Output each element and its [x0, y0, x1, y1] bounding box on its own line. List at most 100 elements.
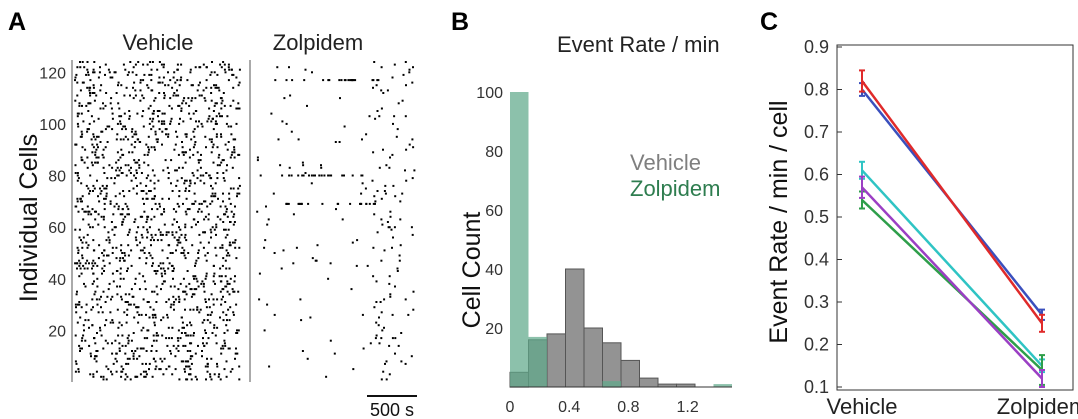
raster-event-vehicle: [190, 84, 193, 87]
raster-event-vehicle: [171, 223, 174, 226]
raster-event-zolpidem: [394, 352, 396, 355]
raster-event-vehicle: [92, 375, 95, 378]
raster-event-vehicle: [222, 221, 225, 223]
raster-event-vehicle: [210, 151, 213, 154]
raster-event-vehicle: [213, 228, 216, 231]
raster-event-vehicle: [123, 112, 126, 115]
raster-event-vehicle: [79, 347, 82, 350]
raster-event-vehicle: [193, 277, 195, 280]
raster-event-zolpidem: [321, 202, 324, 205]
raster-event-vehicle: [185, 239, 188, 242]
raster-event-vehicle: [189, 288, 192, 291]
raster-event-vehicle: [215, 115, 218, 118]
raster-event-vehicle: [201, 280, 204, 283]
raster-event-vehicle: [154, 360, 157, 363]
raster-event-vehicle: [151, 375, 154, 378]
raster-event-vehicle: [222, 319, 225, 322]
panel-a: A Vehicle Zolpidem Individual Cells 2040…: [8, 8, 417, 419]
raster-event-vehicle: [220, 275, 223, 278]
raster-event-vehicle: [88, 210, 91, 213]
raster-event-zolpidem: [397, 102, 400, 105]
raster-event-vehicle: [97, 213, 100, 216]
raster-event-vehicle: [153, 174, 156, 177]
raster-event-vehicle: [89, 92, 91, 94]
raster-event-vehicle: [184, 332, 187, 334]
raster-event-vehicle: [192, 334, 195, 337]
raster-event-vehicle: [155, 138, 158, 141]
raster-event-vehicle: [160, 122, 163, 125]
raster-event-vehicle: [83, 282, 85, 285]
raster-event-vehicle: [208, 107, 211, 110]
raster-event-vehicle: [216, 86, 219, 89]
raster-event-vehicle: [181, 321, 184, 324]
raster-event-vehicle: [99, 192, 102, 195]
raster-event-vehicle: [118, 350, 121, 352]
raster-event-zolpidem: [381, 223, 384, 226]
raster-event-vehicle: [126, 357, 129, 360]
raster-event-vehicle: [144, 375, 147, 378]
raster-event-vehicle: [127, 138, 130, 141]
raster-event-vehicle: [105, 184, 108, 187]
raster-vehicle: [74, 61, 241, 381]
raster-event-zolpidem: [364, 187, 367, 190]
raster-event-vehicle: [192, 130, 195, 133]
raster-event-vehicle: [158, 128, 161, 131]
raster-event-vehicle: [183, 368, 186, 371]
raster-event-vehicle: [92, 306, 94, 309]
raster-event-vehicle: [150, 73, 153, 76]
raster-event-vehicle: [184, 233, 187, 236]
raster-event-vehicle: [214, 334, 217, 337]
raster-event-vehicle: [219, 218, 222, 221]
raster-event-vehicle: [81, 241, 84, 244]
raster-event-vehicle: [139, 99, 142, 102]
raster-event-vehicle: [102, 156, 105, 159]
raster-event-vehicle: [170, 182, 172, 185]
raster-event-vehicle: [238, 184, 241, 187]
raster-event-vehicle: [115, 92, 118, 94]
raster-event-vehicle: [216, 365, 219, 368]
raster-event-vehicle: [167, 172, 170, 174]
raster-event-vehicle: [127, 244, 130, 247]
raster-event-vehicle: [119, 122, 122, 125]
raster-event-vehicle: [76, 122, 79, 125]
raster-event-vehicle: [224, 143, 227, 146]
histogram-y-tick-label: 20: [485, 321, 503, 338]
raster-event-vehicle: [95, 355, 98, 358]
raster-event-vehicle: [92, 239, 95, 242]
raster-event-vehicle: [74, 303, 77, 306]
raster-event-zolpidem: [382, 92, 385, 94]
raster-event-vehicle: [175, 130, 177, 133]
raster-event-vehicle: [151, 89, 154, 92]
raster-event-vehicle: [188, 156, 191, 159]
raster-event-vehicle: [112, 321, 115, 324]
raster-event-vehicle: [120, 365, 123, 368]
raster-event-vehicle: [194, 262, 197, 265]
raster-event-zolpidem: [386, 221, 389, 223]
raster-event-vehicle: [154, 368, 157, 371]
raster-event-vehicle: [197, 252, 200, 254]
raster-event-vehicle: [214, 282, 216, 285]
raster-event-vehicle: [120, 295, 123, 298]
raster-event-zolpidem: [360, 202, 363, 205]
raster-event-vehicle: [108, 282, 111, 285]
raster-event-zolpidem: [329, 262, 332, 265]
raster-event-zolpidem: [268, 365, 271, 368]
raster-event-vehicle: [198, 202, 201, 205]
raster-event-vehicle: [143, 210, 146, 213]
raster-event-vehicle: [109, 311, 112, 314]
raster-event-vehicle: [97, 156, 100, 159]
raster-event-vehicle: [191, 293, 194, 296]
raster-event-vehicle: [142, 125, 145, 128]
raster-event-vehicle: [198, 233, 201, 236]
raster-event-zolpidem: [361, 182, 364, 185]
raster-event-vehicle: [106, 141, 109, 143]
raster-event-vehicle: [94, 342, 97, 345]
raster-event-vehicle: [145, 262, 148, 265]
raster-event-zolpidem: [376, 79, 379, 82]
raster-event-vehicle: [156, 239, 159, 242]
raster-event-vehicle: [128, 151, 131, 154]
raster-event-vehicle: [155, 350, 158, 352]
raster-event-vehicle: [173, 71, 176, 74]
raster-event-zolpidem: [392, 184, 395, 187]
